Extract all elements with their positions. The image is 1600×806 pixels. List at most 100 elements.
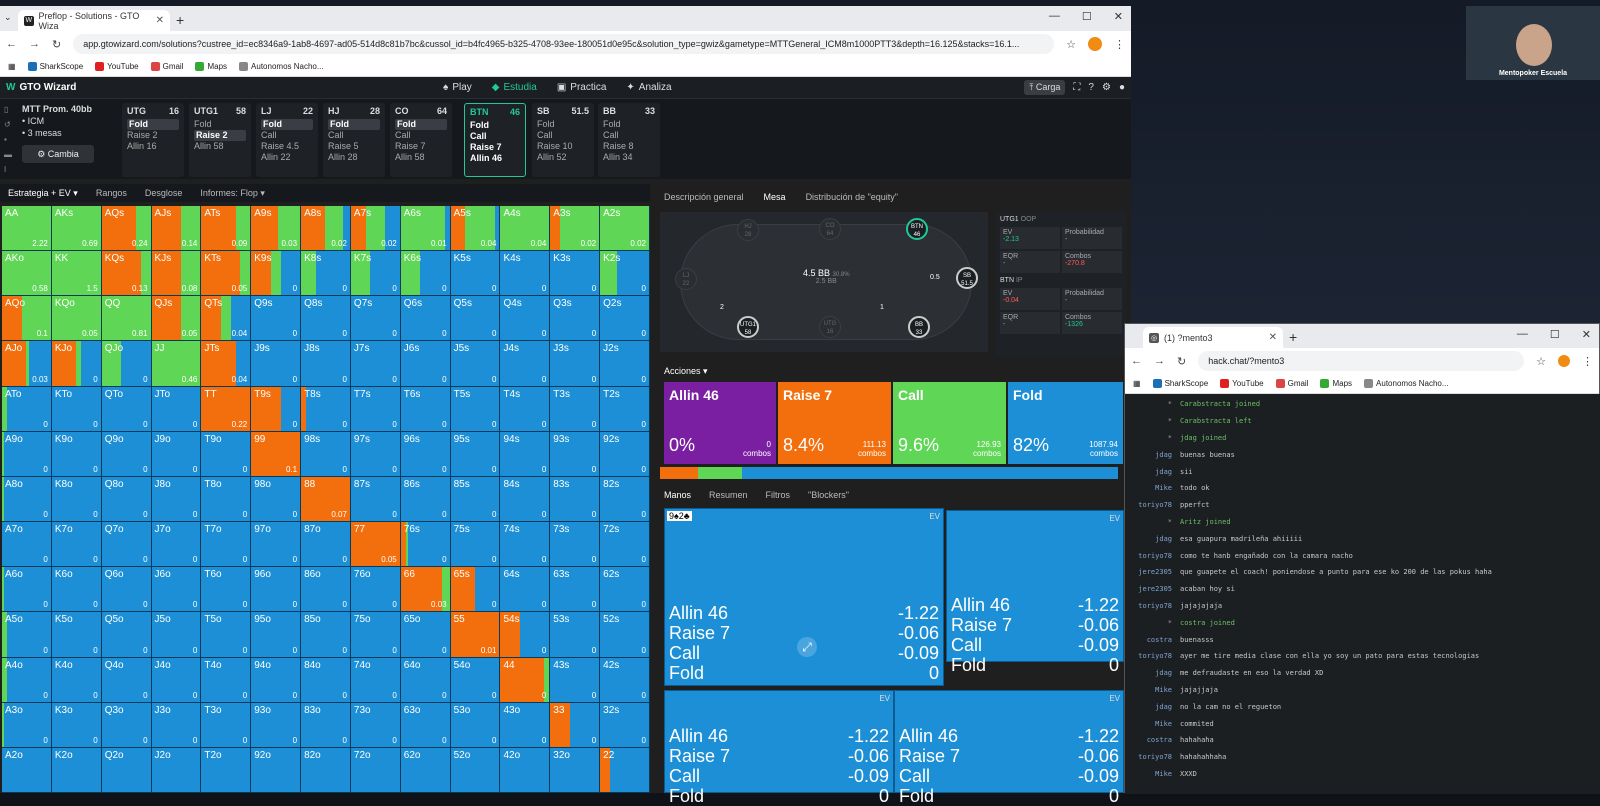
hand-cell[interactable]: 43o 0 (500, 702, 551, 748)
hand-cell[interactable]: 62o (400, 747, 451, 793)
hand-cell[interactable]: 99 0.1 (251, 431, 302, 477)
position-option[interactable]: Call (328, 130, 344, 140)
chat-nick[interactable]: * (1167, 517, 1172, 526)
hand-cell[interactable]: 74s 0 (500, 522, 551, 568)
tab-filtros[interactable]: Filtros (765, 490, 791, 500)
help-icon[interactable]: ? (1088, 82, 1094, 93)
hand-cell[interactable]: 97o 0 (251, 522, 302, 568)
hand-cell[interactable]: K9s 0 (251, 251, 302, 297)
hand-cell[interactable]: 95o 0 (251, 612, 302, 658)
chat-nick[interactable]: Mike (1155, 685, 1172, 694)
settings-icon[interactable]: ⚙ (1101, 82, 1111, 93)
hand-cell[interactable]: 84o 0 (301, 657, 351, 703)
hand-cell[interactable]: 83s 0 (550, 476, 601, 523)
hand-cell[interactable]: AKs 0.69 (51, 206, 102, 252)
hand-cell[interactable]: 94s 0 (500, 431, 551, 477)
tab-desglose[interactable]: Desglose (144, 188, 183, 198)
chat-browser-tab[interactable]: ◎ (1) ?mento3 ✕ (1143, 327, 1283, 348)
chat-nick[interactable]: jdag (1155, 534, 1172, 543)
gto-logo[interactable]: W GTO Wizard (6, 82, 77, 93)
hand-cell[interactable]: 76s 0 (400, 522, 451, 568)
chat-nick[interactable]: jdag (1155, 467, 1172, 476)
tab-search-icon[interactable]: ⌄ (4, 12, 12, 22)
hand-cell[interactable]: 86o 0 (301, 567, 351, 613)
hand-cell[interactable]: 64s 0 (500, 567, 551, 613)
hand-cell[interactable]: J6o 0 (151, 567, 202, 613)
hand-cell[interactable]: Q8s 0 (301, 296, 351, 342)
seat-utg1[interactable]: UTG1 58 (737, 316, 759, 338)
seat-hj[interactable]: HJ 28 (737, 219, 759, 241)
hand-cell[interactable]: JTo 0 (151, 386, 202, 432)
chat-nick[interactable]: jdag (1155, 450, 1172, 459)
user-icon[interactable]: ● (1118, 82, 1125, 93)
acciones-dropdown[interactable]: Acciones ▾ (664, 366, 708, 376)
seat-bb[interactable]: BB 33 (908, 316, 930, 338)
chat-url-field[interactable]: hack.chat/?mento3 (1198, 351, 1525, 371)
tab-strategy-ev[interactable]: Estrategia + EV ▾ (8, 187, 78, 198)
chat-nick[interactable]: jdag (1155, 702, 1172, 711)
seat-sb[interactable]: SB 51.5 (956, 267, 978, 289)
hand-cell[interactable]: Q9s 0 (251, 296, 302, 342)
position-option[interactable]: Call (537, 130, 553, 140)
hand-cell[interactable]: 42o (500, 747, 551, 793)
position-option[interactable]: Raise 10 (537, 141, 573, 151)
hand-cell[interactable]: T2s 0 (600, 386, 650, 432)
hand-cell[interactable]: KK 1.5 (51, 251, 102, 297)
menu-icon[interactable]: ⋮ (1114, 38, 1125, 51)
hand-cell[interactable]: K7o 0 (51, 522, 102, 568)
position-option[interactable]: Allin 16 (127, 141, 157, 151)
hand-cell[interactable]: K3s 0 (550, 251, 601, 297)
chat-nick[interactable]: * (1167, 433, 1172, 442)
history-icon[interactable]: ↺ (4, 120, 11, 129)
hand-cell[interactable]: QTs 0.04 (201, 296, 252, 342)
hand-cell[interactable]: KQo 0.05 (51, 296, 102, 342)
hand-cell[interactable]: 77 0.05 (350, 522, 401, 568)
hand-cell[interactable]: Q4o 0 (101, 657, 152, 703)
chat-star-icon[interactable]: ☆ (1536, 355, 1546, 368)
hand-cell[interactable]: 54o 0 (450, 657, 501, 703)
position-option[interactable]: Call (470, 131, 487, 141)
hand-cell[interactable]: 93s 0 (550, 431, 601, 477)
save-icon[interactable]: ▪ (4, 135, 7, 144)
position-option[interactable]: Raise 5 (328, 141, 359, 151)
hand-cell[interactable]: QTo 0 (101, 386, 152, 432)
bookmark-sharkscope[interactable]: SharkScope (27, 62, 83, 71)
hand-cell[interactable]: Q6o 0 (101, 567, 152, 613)
hand-cell[interactable]: A9s 0.03 (251, 206, 302, 252)
hand-cell[interactable]: A2o (2, 747, 52, 793)
position-option[interactable]: Allin 22 (261, 152, 291, 162)
hand-cell[interactable]: 52o (450, 747, 501, 793)
hand-cell[interactable]: A3s 0.02 (550, 206, 601, 252)
position-option[interactable]: Raise 7 (395, 141, 426, 151)
hand-cell[interactable]: K7s 0 (350, 251, 401, 297)
hand-cell[interactable]: 75o 0 (350, 612, 401, 658)
hand-cell[interactable]: 85s 0 (450, 476, 501, 523)
new-tab-button[interactable]: + (176, 12, 185, 28)
hand-cell[interactable]: ATo 0 (2, 386, 52, 432)
hand-cell[interactable]: K6o 0 (51, 567, 102, 613)
hand-cell[interactable]: 96s 0 (400, 431, 451, 477)
hand-cell[interactable]: TT 0.22 (201, 386, 252, 432)
hand-cell[interactable]: 93o 0 (251, 702, 302, 748)
chat-nick[interactable]: * (1167, 618, 1172, 627)
hand-cell[interactable]: T4o 0 (201, 657, 252, 703)
hand-cell[interactable]: 83o 0 (301, 702, 351, 748)
star-icon[interactable]: ☆ (1066, 38, 1076, 51)
hand-detail-card[interactable]: EV Allin 46 -1.22 Raise 7 -0.06 Call -0.09 Fold… (946, 510, 1124, 675)
chat-menu-icon[interactable]: ⋮ (1582, 355, 1593, 368)
hand-cell[interactable]: K4s 0 (500, 251, 551, 297)
chat-nick[interactable]: toriyo78 (1138, 753, 1172, 762)
position-hj[interactable]: HJ 28 Fold Call Raise 5 Allin 28 (323, 103, 385, 177)
hand-cell[interactable]: 43s 0 (550, 657, 601, 703)
bookmark-gmail[interactable]: Gmail (150, 62, 183, 71)
hand-cell[interactable]: K8s 0 (301, 251, 351, 297)
chat-nick[interactable]: jere2305 (1138, 585, 1172, 594)
hand-cell[interactable]: T7o 0 (201, 522, 252, 568)
hand-cell[interactable]: 33 0 (550, 702, 601, 748)
hand-cell[interactable]: 32o (550, 747, 601, 793)
hand-cell[interactable]: A2s 0.02 (600, 206, 650, 252)
position-option[interactable]: Call (603, 130, 619, 140)
hand-cell[interactable]: J9o 0 (151, 431, 202, 477)
hand-cell[interactable]: J5o 0 (151, 612, 202, 658)
expand-icon[interactable]: ⤢ (797, 637, 817, 657)
